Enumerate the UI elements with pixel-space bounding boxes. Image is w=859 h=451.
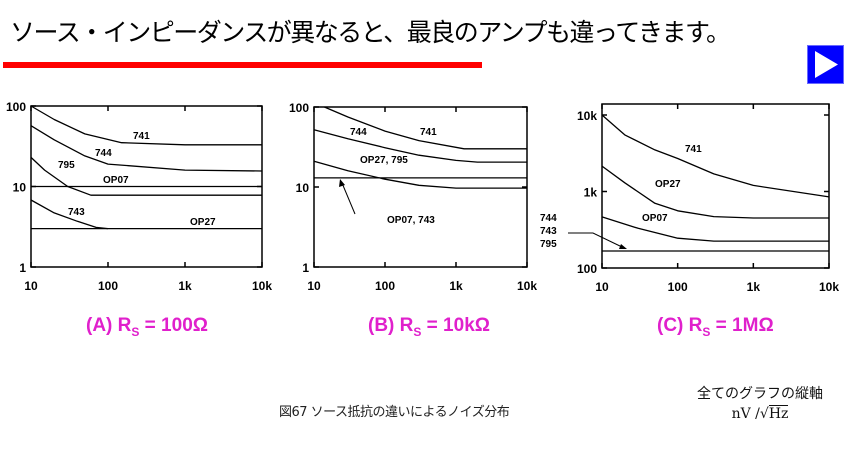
x-tick-label: 10k <box>819 280 839 294</box>
x-tick-label: 10k <box>517 279 537 293</box>
x-tick-label: 100 <box>98 279 118 293</box>
series-label: OP27, 795 <box>360 155 408 166</box>
y-tick-label: 10 <box>13 181 27 195</box>
series-label: OP07, 743 <box>387 215 435 226</box>
series-label: 744 <box>95 148 112 159</box>
y-tick-label: 100 <box>577 262 597 276</box>
series-label: OP07 <box>103 175 129 186</box>
arrow-head-icon <box>619 244 627 249</box>
axis-note-line1: 全てのグラフの縦軸 <box>697 386 823 402</box>
series-label: 741 <box>685 144 702 155</box>
slide-title: ソース・インピーダンスが異なると、最良のアンプも違ってきます。 <box>10 18 731 47</box>
series-line-741 <box>324 106 527 150</box>
series-line-744 <box>30 125 263 172</box>
x-tick-label: 10 <box>595 280 609 294</box>
subtitle-a: (A) RS = 100Ω <box>86 315 208 339</box>
series-label: 744 <box>350 127 367 138</box>
y-tick-label: 10k <box>577 109 597 123</box>
x-tick-label: 1k <box>449 279 463 293</box>
side-label: 743 <box>540 226 557 237</box>
x-tick-label: 1k <box>747 280 761 294</box>
series-label: OP27 <box>655 179 681 190</box>
subtitle-c: (C) RS = 1MΩ <box>657 315 774 339</box>
next-slide-button[interactable] <box>807 45 844 84</box>
y-tick-label: 1k <box>584 186 598 200</box>
series-line-op27-795 <box>313 160 527 189</box>
series-line-743 <box>30 199 109 230</box>
side-label: 744 <box>540 213 557 224</box>
subtitle-b: (B) RS = 10kΩ <box>368 315 490 339</box>
series-line-op07 <box>601 216 829 242</box>
plot-frame <box>601 103 830 269</box>
x-tick-label: 1k <box>178 279 192 293</box>
series-label: OP07 <box>642 213 668 224</box>
series-label: 741 <box>420 127 437 138</box>
series-line-op27 <box>601 165 829 219</box>
x-tick-label: 10 <box>307 279 321 293</box>
x-tick-label: 10 <box>24 279 38 293</box>
series-label: 743 <box>68 207 85 218</box>
annotation-arrow <box>341 182 356 215</box>
y-tick-label: 100 <box>6 100 26 114</box>
series-line-744 <box>313 129 527 163</box>
series-label: 795 <box>58 160 75 171</box>
x-tick-label: 100 <box>668 280 688 294</box>
series-line-741 <box>30 105 262 146</box>
y-tick-label: 100 <box>289 101 309 115</box>
figure-caption: 図67 ソース抵抗の違いによるノイズ分布 <box>279 405 510 420</box>
series-label: OP27 <box>190 217 216 228</box>
title-underline <box>3 62 482 68</box>
axis-note: 全てのグラフの縦軸 nV /√Hz <box>690 384 830 424</box>
annotation-arrow <box>568 232 623 248</box>
y-tick-label: 1 <box>302 261 309 275</box>
y-tick-label: 10 <box>296 181 310 195</box>
series-line-741 <box>601 114 830 198</box>
x-tick-label: 100 <box>375 279 395 293</box>
series-label: 741 <box>133 131 150 142</box>
arrow-head-icon <box>339 179 345 187</box>
axis-note-unit: nV /√Hz <box>731 405 789 422</box>
play-triangle-icon <box>815 51 838 78</box>
x-tick-label: 10k <box>252 279 272 293</box>
side-label: 795 <box>540 239 557 250</box>
y-tick-label: 1 <box>19 261 26 275</box>
